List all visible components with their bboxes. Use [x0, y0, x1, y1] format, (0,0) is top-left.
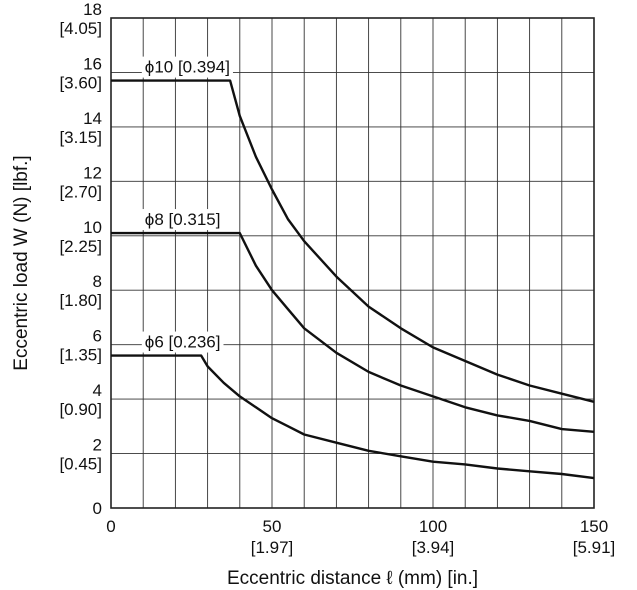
series-label-0: ϕ10 [0.394]: [145, 58, 230, 77]
y-tick-label: 4: [93, 381, 102, 400]
series-labels: ϕ10 [0.394] ϕ8 [0.315] ϕ6 [0.236]: [141, 56, 233, 353]
x-axis-label: Eccentric distance ℓ (mm) [in.]: [227, 568, 478, 589]
grid: [111, 18, 594, 508]
y-tick-labels: 02[0.45]4[0.90]6[1.35]8[1.80]10[2.25]12[…: [59, 0, 102, 518]
y-tick-label: 14: [83, 109, 102, 128]
y-tick-sublabel: [0.45]: [59, 455, 102, 474]
x-tick-label: 100: [419, 517, 447, 536]
series-line-1: [111, 231, 595, 433]
x-tick-sublabel: [5.91]: [573, 538, 616, 557]
y-tick-sublabel: [1.35]: [59, 346, 102, 365]
series-line-2: [111, 354, 595, 480]
series-label-2: ϕ6 [0.236]: [145, 333, 221, 352]
series-label-bg-2: [141, 331, 224, 353]
y-tick-sublabel: [2.70]: [59, 182, 102, 201]
series-lines: [111, 79, 595, 480]
y-tick-sublabel: [4.05]: [59, 19, 102, 38]
plot-frame: [110, 17, 595, 509]
x-tick-sublabel: [3.94]: [412, 538, 455, 557]
y-tick-label: 12: [83, 163, 102, 182]
series-label-1: ϕ8 [0.315]: [145, 210, 221, 229]
series-line-0: [111, 79, 595, 403]
x-tick-sublabel: [1.97]: [251, 538, 294, 557]
y-tick-label: 8: [93, 272, 102, 291]
series-label-bg-1: [141, 209, 224, 231]
x-tick-labels: 0 50 [1.97] 100 [3.94] 150 [5.91]: [106, 517, 615, 557]
y-tick-label: 2: [93, 436, 102, 455]
y-tick-label: 18: [83, 0, 102, 19]
y-tick-sublabel: [2.25]: [59, 237, 102, 256]
x-tick-label: 50: [263, 517, 282, 536]
y-tick-label: 6: [93, 327, 102, 346]
y-tick-sublabel: [1.80]: [59, 291, 102, 310]
y-tick-sublabel: [3.60]: [59, 73, 102, 92]
series-label-bg-0: [141, 56, 233, 78]
x-tick-label: 0: [106, 517, 115, 536]
y-tick-label: 10: [83, 218, 102, 237]
x-tick-label: 150: [580, 517, 608, 536]
y-tick-label: 0: [93, 499, 102, 518]
y-axis-label: Eccentric load W (N) [lbf.]: [11, 155, 32, 370]
y-tick-sublabel: [3.15]: [59, 128, 102, 147]
y-tick-sublabel: [0.90]: [59, 400, 102, 419]
y-tick-label: 16: [83, 54, 102, 73]
